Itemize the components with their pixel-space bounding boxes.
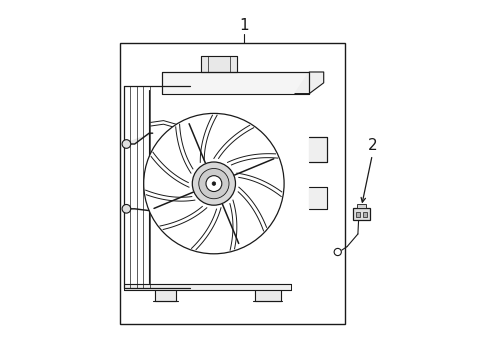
Polygon shape — [294, 72, 323, 94]
Text: 2: 2 — [367, 138, 376, 153]
Bar — [363, 212, 366, 217]
Polygon shape — [123, 209, 152, 211]
Bar — [353, 208, 369, 220]
Circle shape — [212, 182, 215, 185]
Text: 1: 1 — [239, 18, 249, 33]
Polygon shape — [123, 133, 152, 144]
Circle shape — [122, 204, 130, 213]
Circle shape — [192, 162, 235, 205]
Bar — [120, 43, 345, 324]
Bar — [356, 204, 365, 208]
Polygon shape — [154, 290, 176, 301]
Polygon shape — [309, 137, 326, 162]
Polygon shape — [309, 187, 326, 209]
Bar — [355, 212, 359, 217]
Polygon shape — [162, 72, 309, 94]
Circle shape — [199, 168, 228, 199]
Polygon shape — [255, 290, 280, 301]
Circle shape — [143, 113, 284, 254]
Circle shape — [205, 176, 222, 192]
Polygon shape — [123, 284, 291, 290]
Circle shape — [122, 140, 130, 148]
Polygon shape — [201, 56, 237, 72]
